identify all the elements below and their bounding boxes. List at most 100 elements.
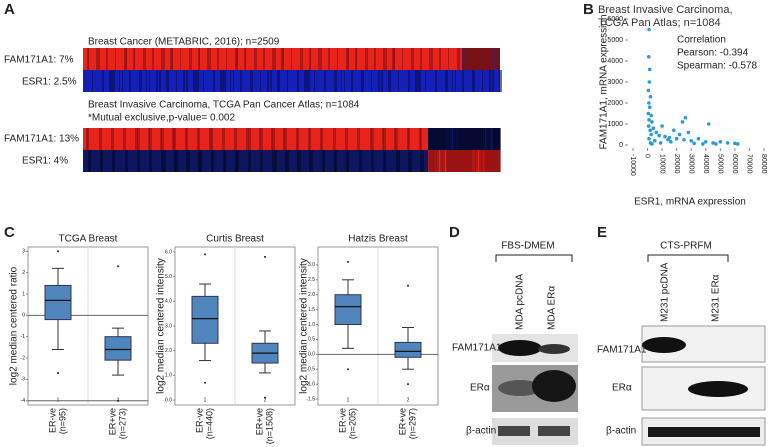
point <box>714 142 718 146</box>
point <box>649 132 653 137</box>
heat-stripe <box>134 48 135 70</box>
heat-stripe <box>207 48 208 70</box>
heat-stripe <box>452 70 453 92</box>
y-tick-label: 1 <box>22 291 25 297</box>
outlier <box>117 399 119 402</box>
heat-stripe <box>166 70 169 92</box>
point <box>666 137 670 142</box>
heat-stripe <box>357 128 358 150</box>
point <box>648 128 652 133</box>
heat-stripe <box>267 70 269 92</box>
heat-stripe <box>361 70 364 92</box>
heat-stripe <box>485 48 488 70</box>
point <box>711 141 715 145</box>
point <box>689 139 694 143</box>
heat-stripe <box>461 128 463 150</box>
heat-stripe <box>236 48 238 70</box>
heat-stripe <box>477 150 478 172</box>
heat-stripe <box>156 70 158 92</box>
heat-stripe <box>334 128 336 150</box>
y-tick-label: 0 <box>22 313 25 319</box>
condition-label: CTS-PRFM <box>660 241 712 252</box>
heat-stripe <box>418 70 421 92</box>
heat-row <box>83 150 428 172</box>
heat-stripe <box>246 128 247 150</box>
heat-stripe <box>233 70 234 92</box>
heat-stripe <box>447 128 450 150</box>
outlier <box>347 368 349 371</box>
heat-stripe <box>433 150 435 172</box>
y-tick-label: -1.5 <box>306 396 315 402</box>
heat-stripe <box>193 70 196 92</box>
heat-stripe <box>203 70 204 92</box>
band <box>498 426 530 436</box>
heatmap-title: Breast Cancer (METABRIC, 2016); n=2509 <box>88 37 280 48</box>
heat-stripe <box>149 128 152 150</box>
heat-stripe <box>347 48 349 70</box>
heat-stripe <box>273 48 276 70</box>
heat-stripe <box>261 150 263 172</box>
lane-label: M231 pcDNA <box>660 262 671 322</box>
y-tick-label: 4000 <box>607 58 623 65</box>
heat-stripe <box>451 128 452 150</box>
heat-stripe <box>431 150 434 172</box>
heat-stripe <box>101 150 102 172</box>
heat-stripe <box>113 150 114 172</box>
heat-stripe <box>112 128 114 150</box>
y-tick-label: 0.5 <box>308 337 315 343</box>
heat-stripe <box>388 70 391 92</box>
heat-stripe <box>356 48 357 70</box>
heat-stripe <box>186 70 188 92</box>
y-axis-label: log2 median centered intensity <box>299 258 310 394</box>
heat-stripe <box>428 128 430 150</box>
heat-stripe <box>159 70 161 92</box>
heat-stripe <box>187 150 190 172</box>
heat-stripe <box>383 48 384 70</box>
heat-stripe <box>434 150 437 172</box>
point <box>647 80 652 84</box>
heat-stripe <box>217 48 219 70</box>
heat-stripe <box>465 48 468 70</box>
heat-stripe <box>480 128 483 150</box>
heat-stripe <box>314 70 315 92</box>
heat-stripe <box>482 128 484 150</box>
heat-stripe <box>444 150 445 172</box>
chart-title: TCGA Breast <box>59 234 118 245</box>
heat-stripe <box>161 48 162 70</box>
protein-label: ERα <box>612 383 632 394</box>
heat-stripe <box>109 70 112 92</box>
y-tick-label: 1000 <box>607 121 623 128</box>
heat-stripe <box>383 150 384 172</box>
heat-stripe <box>146 70 147 92</box>
band <box>538 344 570 354</box>
heat-stripe <box>371 128 374 150</box>
heat-stripe <box>240 70 242 92</box>
heat-stripe <box>126 150 128 172</box>
heat-stripe <box>347 150 348 172</box>
point <box>692 141 696 146</box>
y-tick-label: 5000 <box>607 37 623 44</box>
category-index: 1 <box>57 397 60 403</box>
outlier <box>264 255 266 258</box>
heat-stripe <box>237 150 239 172</box>
category-index: 1 <box>204 397 207 403</box>
point <box>647 136 651 141</box>
heat-stripe <box>452 150 455 172</box>
heat-stripe <box>499 150 501 172</box>
heat-stripe <box>467 128 469 150</box>
heat-stripe <box>272 150 273 172</box>
box <box>334 294 362 326</box>
heat-stripe <box>149 70 150 92</box>
heat-stripe <box>420 128 421 150</box>
x-tick-label: (n=205) <box>347 408 357 439</box>
point <box>654 130 659 135</box>
y-axis-label: FAM171A1, mRNA expression <box>599 14 610 149</box>
heat-stripe <box>393 48 395 70</box>
row-label: FAM171A1: 7% <box>4 55 74 66</box>
heat-stripe <box>122 70 123 92</box>
point <box>674 136 679 141</box>
heat-stripe <box>138 150 140 172</box>
heat-stripe <box>323 150 324 172</box>
heat-row <box>83 128 428 150</box>
heat-stripe <box>199 48 200 70</box>
